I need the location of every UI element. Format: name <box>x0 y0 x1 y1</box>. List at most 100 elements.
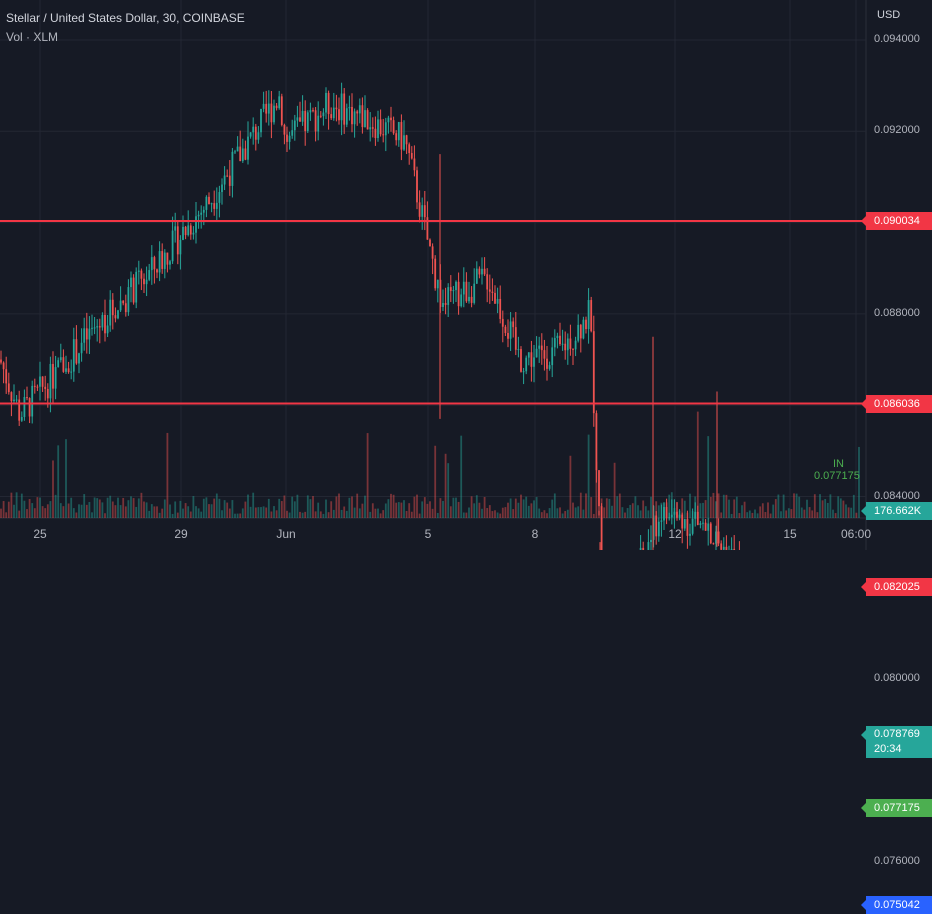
candle-body <box>374 128 377 139</box>
candle-body <box>31 385 34 417</box>
volume-bar <box>691 511 694 518</box>
volume-bar <box>834 513 837 518</box>
candle-body <box>491 291 494 293</box>
volume-bar <box>465 512 468 518</box>
candle-body <box>678 514 681 518</box>
volume-bar <box>694 496 697 518</box>
candle-body <box>161 251 164 269</box>
candle-body <box>184 226 187 236</box>
candle-body <box>148 270 151 280</box>
volume-bar <box>525 496 528 518</box>
candle-body <box>392 120 395 134</box>
volume-bar <box>371 503 374 518</box>
price-chart[interactable] <box>0 0 932 550</box>
candle-body <box>572 348 574 350</box>
volume-bar <box>579 492 582 518</box>
volume-bar <box>96 498 99 518</box>
entry-label: IN <box>833 458 844 470</box>
entry-price-label: 0.077175 <box>814 470 860 482</box>
level-badge: 0.086036 <box>861 394 932 413</box>
candle-body <box>465 281 468 302</box>
candle-body <box>460 294 463 307</box>
volume-bar <box>288 512 291 518</box>
volume-bar <box>210 504 213 518</box>
candle-body <box>397 122 400 141</box>
volume-bar <box>655 501 658 518</box>
volume-bar <box>608 498 611 518</box>
volume-bar <box>143 501 145 518</box>
candle-body <box>543 350 546 359</box>
volume-bar <box>837 496 840 518</box>
volume-bar <box>832 509 834 518</box>
candle-body <box>702 522 704 524</box>
candle-body <box>10 392 13 402</box>
time-tick-label: 06:00 <box>840 527 872 541</box>
volume-bar <box>473 503 476 518</box>
volume-bar <box>548 508 551 518</box>
candle-body <box>665 506 668 519</box>
volume-bar <box>429 501 431 518</box>
volume-bar <box>764 512 767 518</box>
candle-body <box>57 360 60 368</box>
volume-bar <box>400 502 403 518</box>
volume-bar <box>613 462 616 518</box>
candle-body <box>119 300 122 311</box>
candle-body <box>156 269 158 273</box>
candle-body <box>127 287 130 313</box>
candle-body <box>260 108 262 133</box>
candle-body <box>527 352 530 358</box>
candle-body <box>49 363 52 399</box>
volume-bar <box>70 497 73 518</box>
volume-bar <box>494 510 496 518</box>
candle-body <box>647 542 650 550</box>
candle-body <box>683 519 686 529</box>
volume-bar <box>184 503 187 518</box>
candle-body <box>249 132 252 137</box>
candle-body <box>351 106 353 125</box>
candle-body <box>540 345 543 351</box>
volume-bar <box>657 505 660 518</box>
volume-bar <box>280 501 283 518</box>
time-tick-label: 25 <box>33 527 47 541</box>
candle-body <box>322 112 325 117</box>
candle-body <box>369 127 372 130</box>
candle-body <box>15 399 18 401</box>
volume-bar <box>527 505 530 518</box>
volume-bar <box>816 512 819 518</box>
volume-bar <box>72 508 75 518</box>
volume-bar <box>767 502 769 518</box>
volume-bar <box>793 493 795 518</box>
time-tick-label: 15 <box>783 527 797 541</box>
candle-body <box>579 324 582 339</box>
time-tick-label: 12 <box>668 527 682 541</box>
candle-body <box>335 107 338 110</box>
volume-bar <box>826 502 829 518</box>
candle-body <box>262 103 265 109</box>
volume-bar <box>800 507 803 518</box>
candle-body <box>717 531 720 544</box>
volume-bar <box>839 498 842 518</box>
candle-body <box>96 326 99 328</box>
candle-body <box>494 292 496 304</box>
volume-bar <box>819 494 821 518</box>
volume-bar <box>322 513 325 518</box>
volume-bar <box>678 510 681 518</box>
volume-bar <box>522 499 525 518</box>
volume-bar <box>140 492 143 518</box>
volume-bar <box>738 513 741 518</box>
volume-bar <box>106 497 109 518</box>
volume-bar <box>46 504 49 518</box>
volume-bar <box>618 493 621 518</box>
volume-bar <box>356 493 359 518</box>
volume-bar <box>689 493 691 518</box>
candle-body <box>709 523 712 544</box>
candle-body <box>306 112 309 132</box>
currency-label[interactable]: USD <box>877 9 901 21</box>
candle-body <box>132 277 135 303</box>
volume-bar <box>41 506 44 518</box>
level-badge: 0.077175 <box>861 799 932 818</box>
candle-body <box>278 96 281 109</box>
candle-body <box>410 152 413 159</box>
volume-bar <box>252 492 255 518</box>
volume-bar <box>535 497 538 518</box>
